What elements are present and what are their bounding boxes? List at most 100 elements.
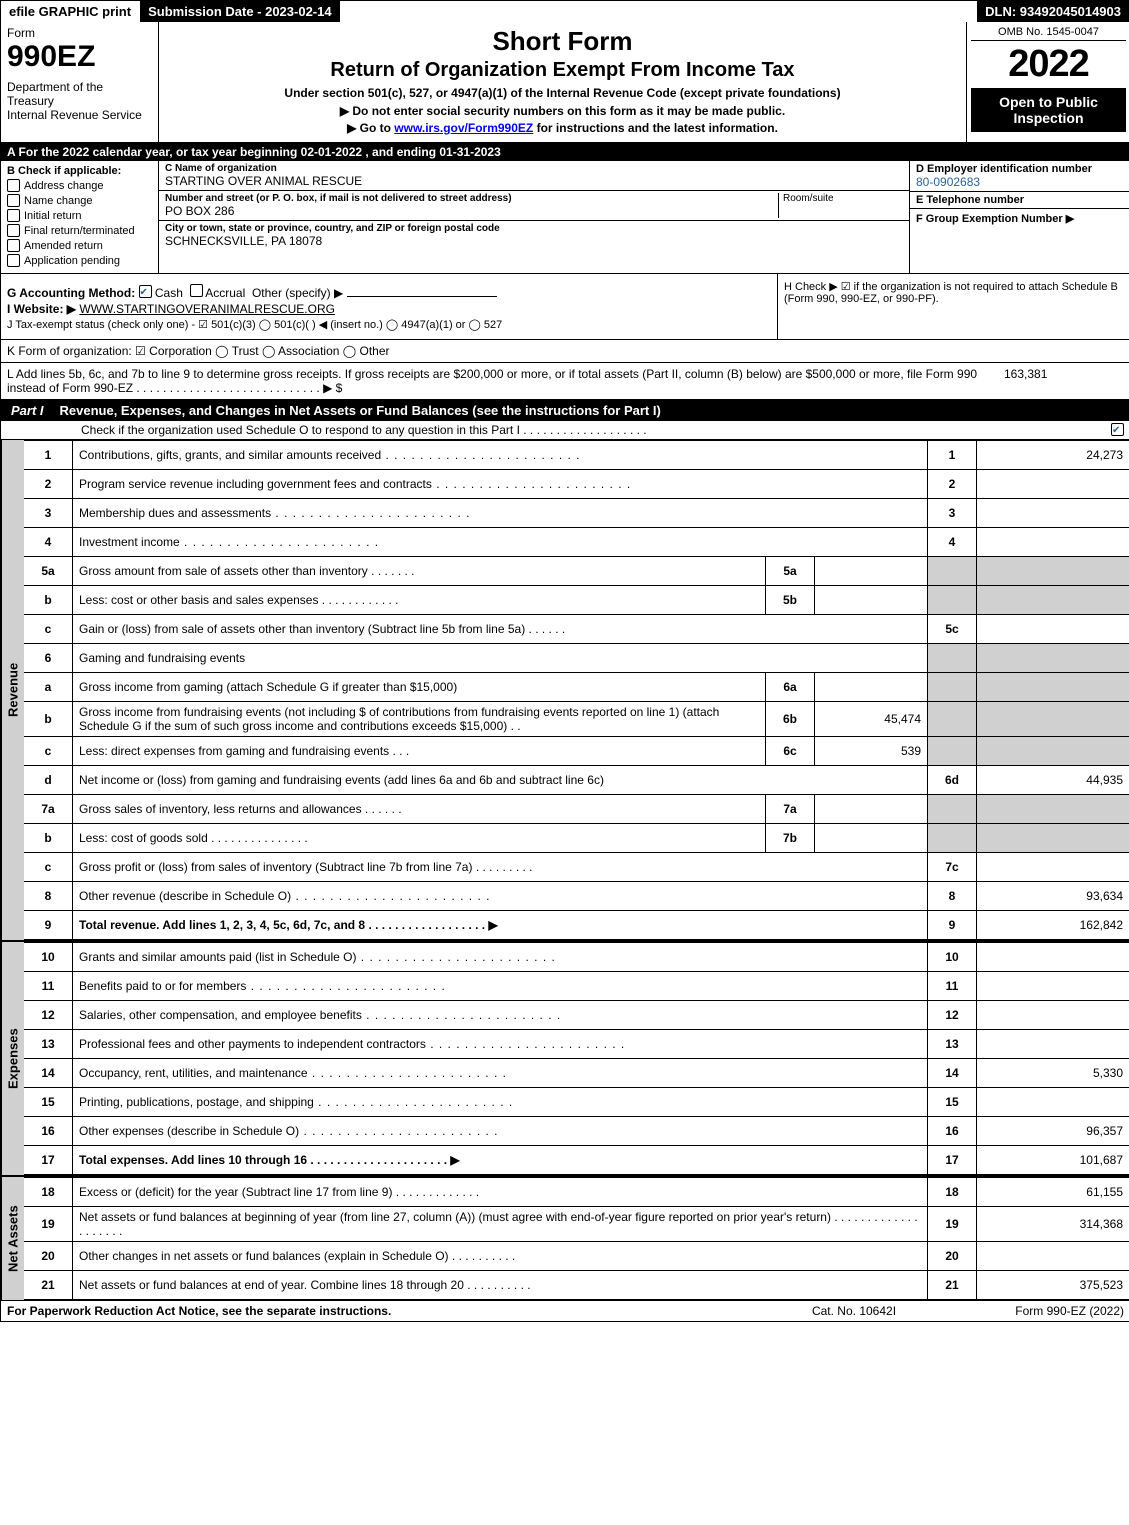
- header-right: OMB No. 1545-0047 2022 Open to Public In…: [966, 22, 1129, 142]
- line-21: 21Net assets or fund balances at end of …: [24, 1271, 1129, 1300]
- tax-year: 2022: [971, 41, 1126, 88]
- other-specify-input[interactable]: [347, 282, 497, 297]
- cb-accrual[interactable]: [190, 284, 203, 297]
- line-6a: aGross income from gaming (attach Schedu…: [24, 673, 1129, 702]
- revenue-section: Revenue 1Contributions, gifts, grants, a…: [1, 440, 1129, 940]
- cb-amended-return[interactable]: Amended return: [7, 239, 152, 252]
- netassets-table: 18Excess or (deficit) for the year (Subt…: [24, 1177, 1129, 1300]
- E-label: E Telephone number: [916, 194, 1024, 206]
- goto-link[interactable]: www.irs.gov/Form990EZ: [394, 121, 533, 135]
- line-19: 19Net assets or fund balances at beginni…: [24, 1207, 1129, 1242]
- footer: For Paperwork Reduction Act Notice, see …: [1, 1300, 1129, 1321]
- line-9: 9Total revenue. Add lines 1, 2, 3, 4, 5c…: [24, 911, 1129, 940]
- line-A: A For the 2022 calendar year, or tax yea…: [1, 143, 1129, 161]
- line-1: 1Contributions, gifts, grants, and simil…: [24, 441, 1129, 470]
- form-title: Return of Organization Exempt From Incom…: [165, 59, 960, 82]
- line-2: 2Program service revenue including gover…: [24, 470, 1129, 499]
- part-1-tab: Part I: [1, 400, 54, 421]
- org-street: PO BOX 286: [165, 204, 778, 218]
- col-C: C Name of organization STARTING OVER ANI…: [159, 161, 909, 273]
- org-city: SCHNECKSVILLE, PA 18078: [165, 234, 903, 248]
- col-DEF: D Employer identification number 80-0902…: [909, 161, 1129, 273]
- line-J: J Tax-exempt status (check only one) - ☑…: [7, 318, 771, 331]
- cb-final-return[interactable]: Final return/terminated: [7, 224, 152, 237]
- section-G-H: G Accounting Method: Cash Accrual Other …: [1, 274, 1129, 340]
- part-1-header: Part I Revenue, Expenses, and Changes in…: [1, 400, 1129, 421]
- line-6b: bGross income from fundraising events (n…: [24, 702, 1129, 737]
- F-label: F Group Exemption Number ▶: [916, 213, 1074, 225]
- top-bar: efile GRAPHIC print Submission Date - 20…: [1, 1, 1129, 22]
- paperwork-notice: For Paperwork Reduction Act Notice, see …: [7, 1304, 764, 1318]
- revenue-label: Revenue: [1, 440, 24, 940]
- open-to-public: Open to Public Inspection: [971, 88, 1126, 132]
- line-4: 4Investment income4: [24, 528, 1129, 557]
- omb-number: OMB No. 1545-0047: [971, 24, 1126, 41]
- netassets-section: Net Assets 18Excess or (deficit) for the…: [1, 1175, 1129, 1300]
- submission-date: Submission Date - 2023-02-14: [140, 1, 341, 22]
- form-number: 990EZ: [7, 40, 152, 74]
- department: Department of the Treasury Internal Reve…: [7, 80, 152, 122]
- netassets-label: Net Assets: [1, 1177, 24, 1300]
- line-16: 16Other expenses (describe in Schedule O…: [24, 1117, 1129, 1146]
- cb-address-change[interactable]: Address change: [7, 179, 152, 192]
- C-city-label: City or town, state or province, country…: [165, 223, 903, 234]
- part-1-title: Revenue, Expenses, and Changes in Net As…: [54, 400, 1129, 421]
- no-ssn-note: ▶ Do not enter social security numbers o…: [165, 104, 960, 118]
- form-ref: Form 990-EZ (2022): [944, 1304, 1124, 1318]
- line-18: 18Excess or (deficit) for the year (Subt…: [24, 1178, 1129, 1207]
- part-1-sub: Check if the organization used Schedule …: [1, 421, 1129, 440]
- line-H: H Check ▶ ☑ if the organization is not r…: [777, 274, 1129, 339]
- form-label: Form: [7, 26, 152, 40]
- form-subtitle: Under section 501(c), 527, or 4947(a)(1)…: [165, 86, 960, 100]
- form-990ez: efile GRAPHIC print Submission Date - 20…: [0, 0, 1129, 1322]
- line-7c: cGross profit or (loss) from sales of in…: [24, 853, 1129, 882]
- C-room-label: Room/suite: [778, 193, 903, 218]
- cb-cash[interactable]: [139, 285, 152, 298]
- line-11: 11Benefits paid to or for members11: [24, 972, 1129, 1001]
- line-G: G Accounting Method: Cash Accrual Other …: [7, 282, 771, 300]
- expenses-table: 10Grants and similar amounts paid (list …: [24, 942, 1129, 1175]
- line-6d: dNet income or (loss) from gaming and fu…: [24, 766, 1129, 795]
- line-7a: 7aGross sales of inventory, less returns…: [24, 795, 1129, 824]
- line-13: 13Professional fees and other payments t…: [24, 1030, 1129, 1059]
- dln: DLN: 93492045014903: [977, 1, 1129, 22]
- C-name-label: C Name of organization: [165, 163, 903, 174]
- cat-no: Cat. No. 10642I: [764, 1304, 944, 1318]
- goto-line: ▶ Go to www.irs.gov/Form990EZ for instru…: [165, 121, 960, 135]
- cb-name-change[interactable]: Name change: [7, 194, 152, 207]
- goto-prefix: ▶ Go to: [347, 121, 394, 135]
- line-L: L Add lines 5b, 6c, and 7b to line 9 to …: [1, 363, 1129, 400]
- short-form: Short Form: [165, 26, 960, 57]
- line-5c: cGain or (loss) from sale of assets othe…: [24, 615, 1129, 644]
- line-5a: 5aGross amount from sale of assets other…: [24, 557, 1129, 586]
- line-K: K Form of organization: ☑ Corporation ◯ …: [1, 340, 1129, 363]
- website[interactable]: WWW.STARTINGOVERANIMALRESCUE.ORG: [79, 302, 335, 316]
- line-5b: bLess: cost or other basis and sales exp…: [24, 586, 1129, 615]
- line-20: 20Other changes in net assets or fund ba…: [24, 1242, 1129, 1271]
- line-I: I Website: ▶ WWW.STARTINGOVERANIMALRESCU…: [7, 302, 771, 316]
- D-label: D Employer identification number: [916, 163, 1092, 175]
- header-left: Form 990EZ Department of the Treasury In…: [1, 22, 159, 142]
- expenses-section: Expenses 10Grants and similar amounts pa…: [1, 940, 1129, 1175]
- C-street-label: Number and street (or P. O. box, if mail…: [165, 193, 778, 204]
- gross-receipts: 163,381: [1004, 367, 1124, 395]
- cb-schedule-o[interactable]: [1111, 423, 1124, 436]
- line-6c: cLess: direct expenses from gaming and f…: [24, 737, 1129, 766]
- line-12: 12Salaries, other compensation, and empl…: [24, 1001, 1129, 1030]
- form-header: Form 990EZ Department of the Treasury In…: [1, 22, 1129, 143]
- header-center: Short Form Return of Organization Exempt…: [159, 22, 966, 142]
- line-17: 17Total expenses. Add lines 10 through 1…: [24, 1146, 1129, 1175]
- line-7b: bLess: cost of goods sold . . . . . . . …: [24, 824, 1129, 853]
- efile-print[interactable]: efile GRAPHIC print: [1, 1, 140, 22]
- line-6: 6Gaming and fundraising events: [24, 644, 1129, 673]
- org-name: STARTING OVER ANIMAL RESCUE: [165, 174, 903, 188]
- cb-initial-return[interactable]: Initial return: [7, 209, 152, 222]
- B-label: B Check if applicable:: [7, 165, 152, 177]
- line-10: 10Grants and similar amounts paid (list …: [24, 943, 1129, 972]
- goto-suffix: for instructions and the latest informat…: [533, 121, 778, 135]
- expenses-label: Expenses: [1, 942, 24, 1175]
- cb-application-pending[interactable]: Application pending: [7, 254, 152, 267]
- line-8: 8Other revenue (describe in Schedule O)8…: [24, 882, 1129, 911]
- line-14: 14Occupancy, rent, utilities, and mainte…: [24, 1059, 1129, 1088]
- col-B: B Check if applicable: Address change Na…: [1, 161, 159, 273]
